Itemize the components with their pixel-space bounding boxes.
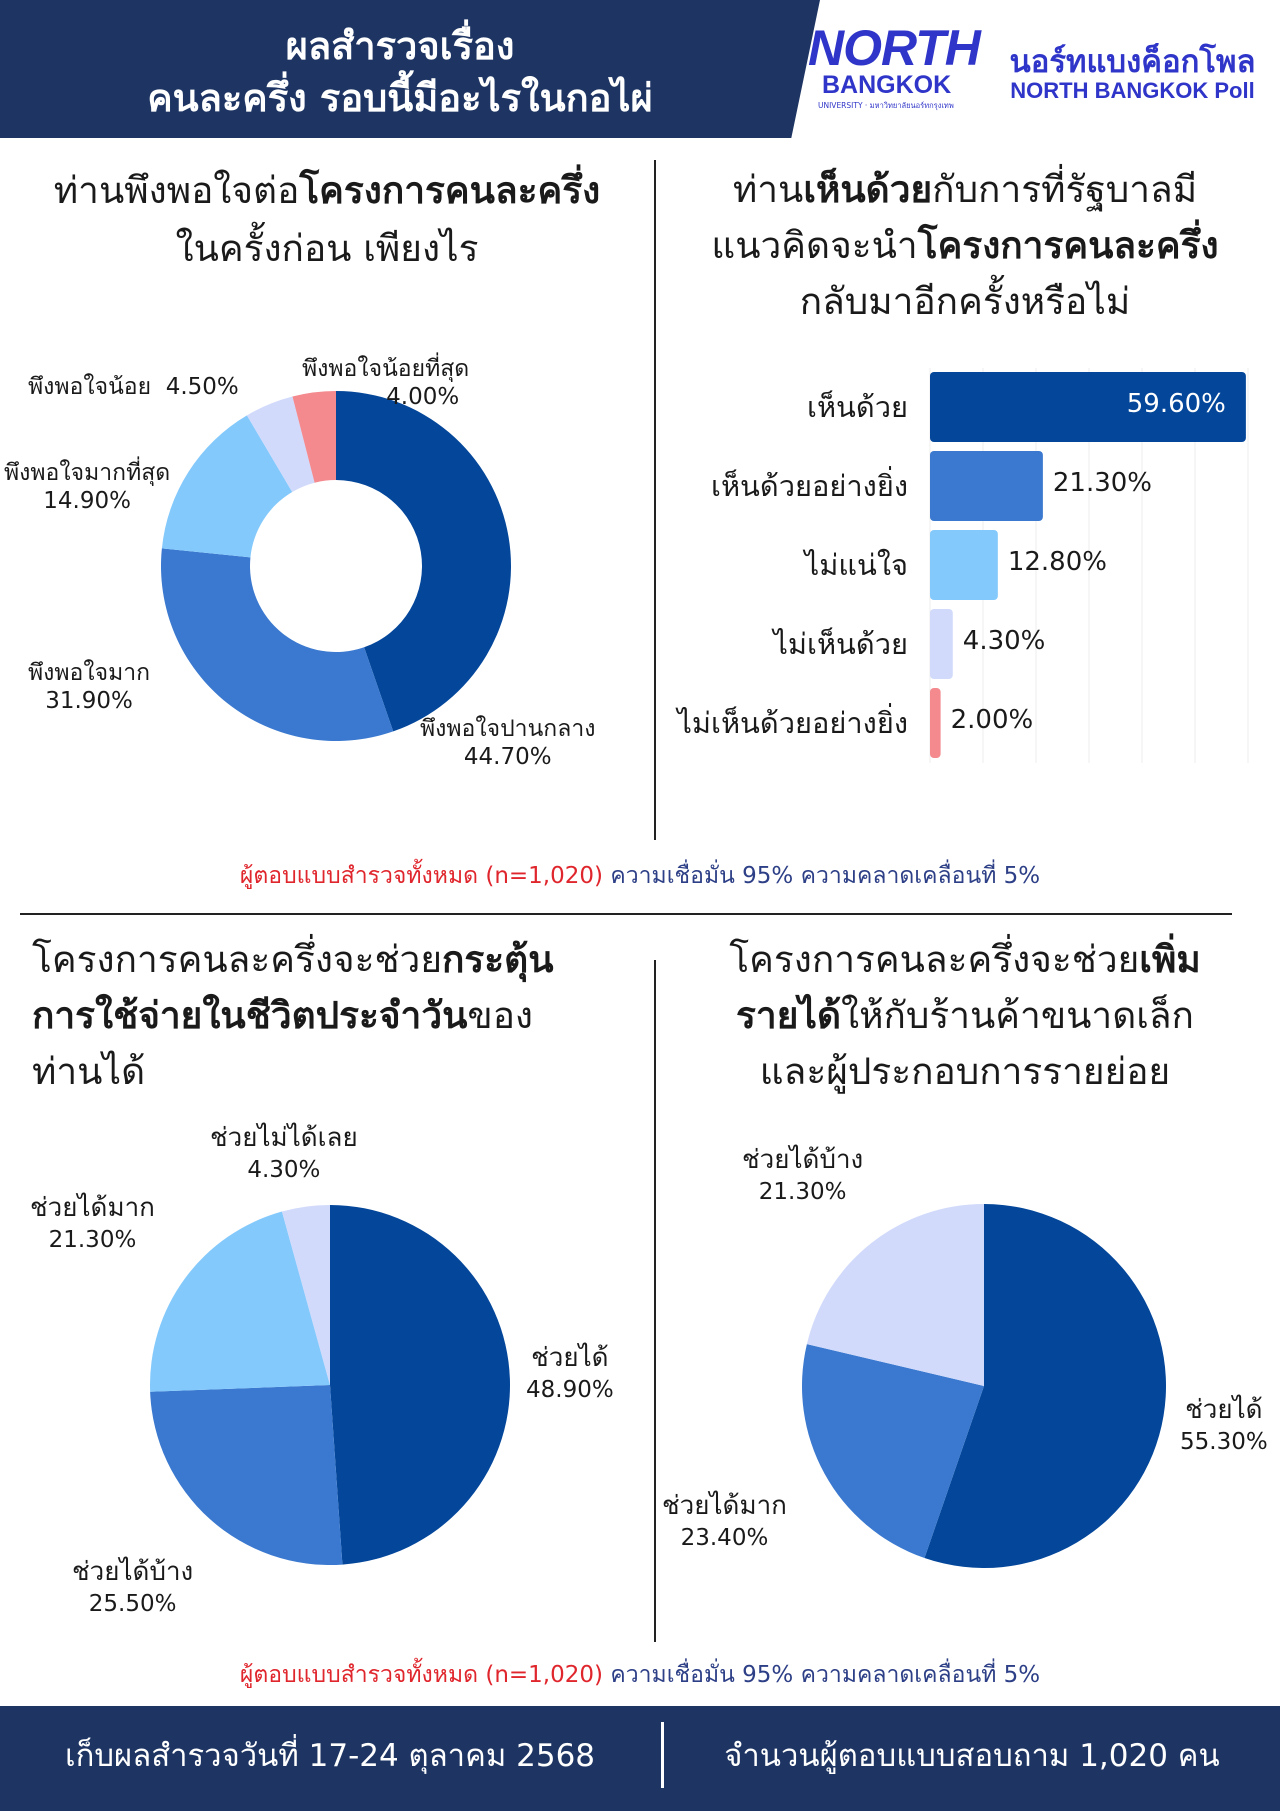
q1-label-neutral: พึงพอใจปานกลาง 44.70% xyxy=(420,716,596,770)
q2-title-plain2: กับการที่รัฐบาลมี xyxy=(932,168,1198,211)
survey-note-bottom: ผู้ตอบแบบสำรวจทั้งหมด (n=1,020) ความเชื่… xyxy=(0,1657,1280,1693)
q3-title-bold1: กระตุ้น xyxy=(442,938,554,981)
q3-label-somewhat: ช่วยได้บ้าง 25.50% xyxy=(72,1557,194,1617)
top-vertical-divider xyxy=(654,160,656,840)
q3-title-bold2: การใช้จ่ายในชีวิตประจำวัน xyxy=(32,994,468,1037)
q4-label-much: ช่วยได้มาก 23.40% xyxy=(662,1491,787,1551)
page-title: ผลสำรวจเรื่อง คนละครึ่ง รอบนี้มีอะไรในกอ… xyxy=(0,20,800,124)
q3-title-line3: ท่านได้ xyxy=(32,1050,146,1093)
logo-sub-text: UNIVERSITY · มหาวิทยาลัยนอร์ทกรุงเทพ xyxy=(818,101,954,110)
q1-donut-slice-1 xyxy=(161,548,394,741)
q3-pie-slice-3 xyxy=(281,1205,330,1385)
page-title-line2: คนละครึ่ง รอบนี้มีอะไรในกอไผ่ xyxy=(147,76,653,120)
survey-note-top: ผู้ตอบแบบสำรวจทั้งหมด (n=1,020) ความเชื่… xyxy=(0,858,1280,894)
q4-title-bold2: รายได้ xyxy=(736,994,842,1037)
q3-label-much: ช่วยได้มาก 21.30% xyxy=(30,1193,155,1253)
logo-north-text: NORTH xyxy=(808,20,981,76)
q2-title-bold2: โครงการคนละครึ่ง xyxy=(917,224,1219,267)
q1-donut-slice-4 xyxy=(292,391,336,483)
q2-value-label-1: 21.30% xyxy=(1053,468,1152,498)
page-title-line1: ผลสำรวจเรื่อง xyxy=(285,24,515,68)
sample-size-note-2: ผู้ตอบแบบสำรวจทั้งหมด (n=1,020) xyxy=(239,1662,603,1688)
q1-donut-slice-3 xyxy=(246,396,315,492)
confidence-note-2: ความเชื่อมั่น 95% ความคลาดเคลื่อนที่ 5% xyxy=(610,1662,1041,1688)
q2-bar-1 xyxy=(930,451,1043,521)
footer-survey-date: เก็บผลสำรวจวันที่ 17-24 ตุลาคม 2568 xyxy=(64,1738,596,1774)
header-band xyxy=(0,0,820,138)
q1-title-plain: ท่านพึงพอใจต่อ xyxy=(53,169,300,212)
q4-pie-slice-1 xyxy=(802,1344,984,1559)
q4-title-plain1: โครงการคนละครึ่งจะช่วย xyxy=(729,938,1140,981)
q4-pie-slice-2 xyxy=(806,1204,984,1386)
q4-label-can-help: ช่วยได้ 55.30% xyxy=(1180,1395,1268,1455)
q2-category-label-4: ไม่เห็นด้วยอย่างยิ่ง xyxy=(675,703,908,740)
q2-title-plain3: แนวคิดจะนำ xyxy=(711,224,918,267)
q1-label-very-satisfied: พึงพอใจมากที่สุด 14.90% xyxy=(4,460,171,514)
q2-value-label-4: 2.00% xyxy=(951,705,1034,735)
q1-label-less-satisfied: พึงพอใจน้อย 4.50% xyxy=(28,374,239,400)
q2-title: ท่านเห็นด้วยกับการที่รัฐบาลมี แนวคิดจะนำ… xyxy=(660,162,1270,330)
logo-bangkok-text: BANGKOK xyxy=(822,71,952,99)
q4-title: โครงการคนละครึ่งจะช่วยเพิ่ม รายได้ให้กับ… xyxy=(660,932,1270,1100)
q3-pie-slice-0 xyxy=(330,1205,510,1565)
q4-title-bold1: เพิ่ม xyxy=(1139,938,1201,981)
poll-name-thai: นอร์ทแบงค็อกโพล xyxy=(1009,44,1256,80)
q3-title-plain2: ของ xyxy=(467,994,533,1037)
footer-respondent-count: จำนวนผู้ตอบแบบสอบถาม 1,020 คน xyxy=(724,1738,1220,1774)
q2-bar-3 xyxy=(930,609,953,679)
q3-pie-slice-2 xyxy=(150,1211,330,1392)
q1-label-satisfied: พึงพอใจมาก 31.90% xyxy=(28,660,151,714)
confidence-note: ความเชื่อมั่น 95% ความคลาดเคลื่อนที่ 5% xyxy=(610,863,1041,889)
q2-bar-2 xyxy=(930,530,998,600)
q1-title-bold: โครงการคนละครึ่ง xyxy=(299,169,601,212)
q3-title-plain1: โครงการคนละครึ่งจะช่วย xyxy=(32,938,443,981)
q2-value-label-3: 4.30% xyxy=(963,626,1046,656)
q4-label-somewhat: ช่วยได้บ้าง 21.30% xyxy=(742,1145,864,1205)
q2-title-bold1: เห็นด้วย xyxy=(803,168,933,211)
q3-label-not-at-all: ช่วยไม่ได้เลย 4.30% xyxy=(210,1123,358,1183)
q3-pie-slice-1 xyxy=(150,1385,343,1565)
poll-name-english: NORTH BANGKOK Poll xyxy=(1010,78,1255,103)
q2-value-label-2: 12.80% xyxy=(1008,547,1107,577)
q4-title-line3: และผู้ประกอบการรายย่อย xyxy=(759,1050,1171,1093)
university-logo: NORTH BANGKOK UNIVERSITY · มหาวิทยาลัยนอ… xyxy=(808,22,981,114)
q1-donut-slice-2 xyxy=(161,415,293,558)
footer-separator xyxy=(661,1722,664,1788)
q1-label-least-satisfied: พึงพอใจน้อยที่สุด 4.00% xyxy=(302,356,470,410)
q2-category-label-0: เห็นด้วย xyxy=(807,389,908,424)
q2-category-label-1: เห็นด้วยอย่างยิ่ง xyxy=(711,466,908,503)
q1-title-line2: ในครั้งก่อน เพียงไร xyxy=(175,227,479,270)
q2-bar-0 xyxy=(930,372,1246,442)
q2-value-label-0: 59.60% xyxy=(1127,389,1226,419)
sample-size-note: ผู้ตอบแบบสำรวจทั้งหมด (n=1,020) xyxy=(239,863,603,889)
q2-category-label-2: ไม่แน่ใจ xyxy=(803,548,908,582)
q4-pie-slice-0 xyxy=(924,1203,1167,1568)
q3-title: โครงการคนละครึ่งจะช่วยกระตุ้น การใช้จ่าย… xyxy=(32,932,652,1100)
q2-title-plain1: ท่าน xyxy=(732,168,804,211)
q2-category-label-3: ไม่เห็นด้วย xyxy=(771,626,908,661)
q2-bar-4 xyxy=(930,688,941,758)
q3-label-can-help: ช่วยได้ 48.90% xyxy=(526,1343,614,1403)
bottom-vertical-divider xyxy=(654,960,656,1642)
q1-donut-slice-0 xyxy=(336,390,512,732)
middle-horizontal-divider xyxy=(20,913,1232,915)
q4-title-plain2: ให้กับร้านค้าขนาดเล็ก xyxy=(841,994,1194,1037)
q2-title-line3: กลับมาอีกครั้งหรือไม่ xyxy=(799,280,1131,323)
q1-title: ท่านพึงพอใจต่อโครงการคนละครึ่ง ในครั้งก่… xyxy=(0,162,654,278)
footer-band xyxy=(0,1706,1280,1811)
